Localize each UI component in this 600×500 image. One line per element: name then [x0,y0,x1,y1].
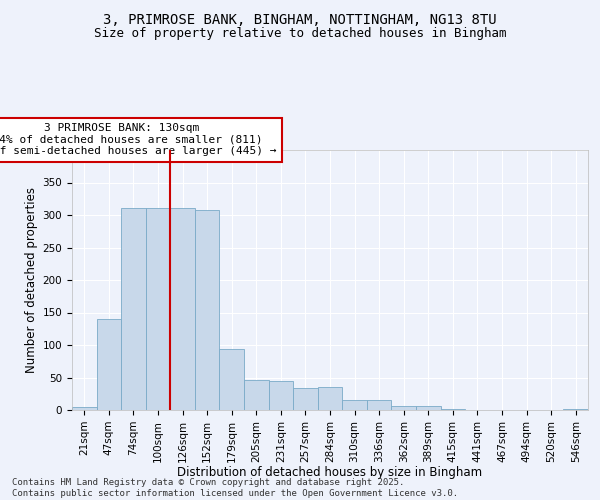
Bar [220,349,244,410]
Bar [391,406,416,410]
X-axis label: Distribution of detached houses by size in Bingham: Distribution of detached houses by size … [178,466,482,479]
Text: 3, PRIMROSE BANK, BINGHAM, NOTTINGHAM, NG13 8TU: 3, PRIMROSE BANK, BINGHAM, NOTTINGHAM, N… [103,12,497,26]
Bar [146,208,170,410]
Bar [416,406,440,410]
Bar [269,381,293,410]
Text: Size of property relative to detached houses in Bingham: Size of property relative to detached ho… [94,28,506,40]
Bar [170,208,195,410]
Bar [293,388,318,410]
Bar [367,400,391,410]
Text: 3 PRIMROSE BANK: 130sqm
← 64% of detached houses are smaller (811)
35% of semi-d: 3 PRIMROSE BANK: 130sqm ← 64% of detache… [0,124,277,156]
Bar [97,319,121,410]
Bar [244,380,269,410]
Bar [563,408,588,410]
Bar [72,408,97,410]
Bar [121,208,146,410]
Text: Contains HM Land Registry data © Crown copyright and database right 2025.
Contai: Contains HM Land Registry data © Crown c… [12,478,458,498]
Bar [342,400,367,410]
Bar [318,387,342,410]
Y-axis label: Number of detached properties: Number of detached properties [25,187,38,373]
Bar [195,210,220,410]
